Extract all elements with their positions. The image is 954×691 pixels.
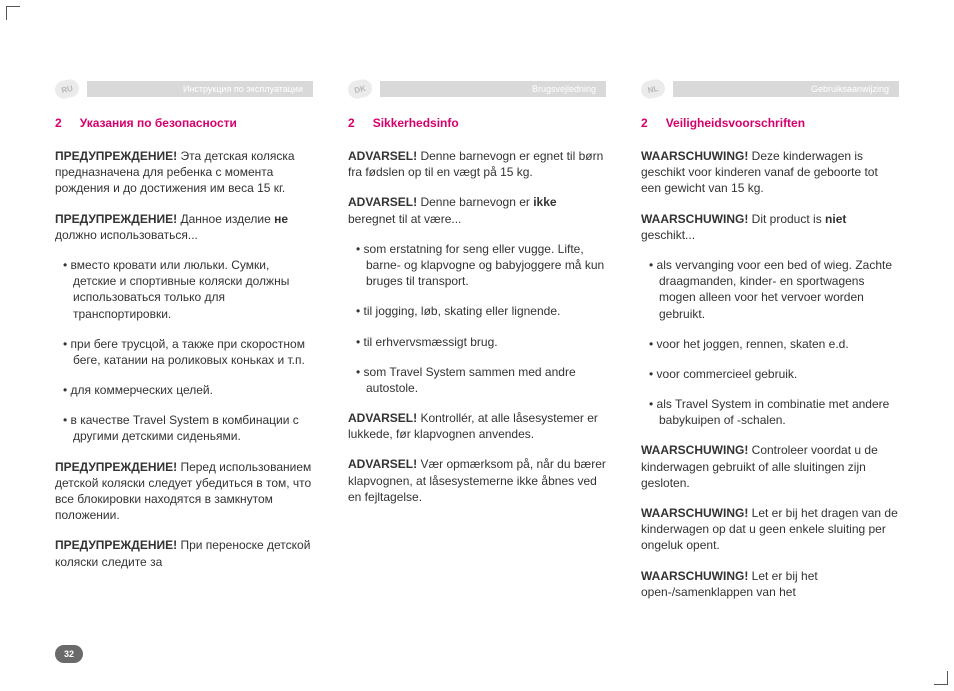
lang-title: Инструкция по эксплуатации bbox=[183, 84, 303, 94]
paragraph-text: Данное изделие bbox=[177, 212, 274, 226]
warning-label: WAARSCHUWING! bbox=[641, 149, 748, 163]
lang-badge: NL bbox=[639, 78, 666, 101]
lang-bar: Инструкция по эксплуатации bbox=[87, 81, 313, 97]
section-title: 2 Veiligheidsvoorschriften bbox=[641, 116, 899, 130]
lang-header: DK Brugsvejledning bbox=[348, 80, 606, 98]
bullet-item: som erstatning for seng eller vugge. Lif… bbox=[348, 241, 606, 290]
lang-bar: Brugsvejledning bbox=[380, 81, 606, 97]
warning-label: ADVARSEL! bbox=[348, 411, 417, 425]
bullet-item: voor het joggen, rennen, skaten e.d. bbox=[641, 336, 899, 352]
warning-paragraph: WAARSCHUWING! Let er bij het open-/samen… bbox=[641, 568, 899, 600]
warning-label: WAARSCHUWING! bbox=[641, 569, 748, 583]
paragraph-text: Dit product is bbox=[748, 212, 825, 226]
bullet-item: til erhvervsmæssigt brug. bbox=[348, 334, 606, 350]
warning-paragraph: ADVARSEL! Kontrollér, at alle låsesystem… bbox=[348, 410, 606, 442]
warning-paragraph: WAARSCHUWING! Deze kinderwagen is geschi… bbox=[641, 148, 899, 197]
bullet-item: вместо кровати или люльки. Сумки, детски… bbox=[55, 257, 313, 322]
emphasis-text: не bbox=[274, 212, 288, 226]
bullet-item: als Travel System in combinatie met ande… bbox=[641, 396, 899, 428]
warning-label: WAARSCHUWING! bbox=[641, 212, 748, 226]
section-title-text: Veiligheidsvoorschriften bbox=[666, 116, 805, 130]
warning-paragraph: WAARSCHUWING! Controleer voordat u de ki… bbox=[641, 442, 899, 491]
warning-paragraph: ADVARSEL! Denne barnevogn er ikke beregn… bbox=[348, 194, 606, 226]
bullet-item: als vervanging voor een bed of wieg. Zac… bbox=[641, 257, 899, 322]
warning-paragraph: ПРЕДУПРЕЖДЕНИЕ! При переноске детской ко… bbox=[55, 537, 313, 569]
lang-badge: RU bbox=[53, 78, 80, 101]
warning-paragraph: WAARSCHUWING! Let er bij het dragen van … bbox=[641, 505, 899, 554]
warning-paragraph: WAARSCHUWING! Dit product is niet geschi… bbox=[641, 211, 899, 243]
lang-header: RU Инструкция по эксплуатации bbox=[55, 80, 313, 98]
section-number: 2 bbox=[55, 116, 62, 130]
warning-paragraph: ADVARSEL! Denne barnevogn er egnet til b… bbox=[348, 148, 606, 180]
warning-paragraph: ПРЕДУПРЕЖДЕНИЕ! Перед использованием дет… bbox=[55, 459, 313, 524]
warning-label: ADVARSEL! bbox=[348, 149, 417, 163]
section-title-text: Sikkerhedsinfo bbox=[373, 116, 459, 130]
page-content: RU Инструкция по эксплуатации 2 Указания по… bbox=[0, 0, 954, 644]
warning-paragraph: ADVARSEL! Vær opmærksom på, når du bærer… bbox=[348, 456, 606, 505]
section-title-text: Указания по безопасности bbox=[80, 116, 237, 130]
paragraph-tail: должно использоваться... bbox=[55, 228, 198, 242]
warning-label: ПРЕДУПРЕЖДЕНИЕ! bbox=[55, 538, 177, 552]
paragraph-text: Denne barnevogn er bbox=[417, 195, 533, 209]
lang-badge: DK bbox=[346, 78, 373, 101]
bullet-item: til jogging, løb, skating eller lignende… bbox=[348, 303, 606, 319]
warning-label: ПРЕДУПРЕЖДЕНИЕ! bbox=[55, 149, 177, 163]
bullet-item: voor commercieel gebruik. bbox=[641, 366, 899, 382]
paragraph-tail: beregnet til at være... bbox=[348, 212, 461, 226]
lang-title: Gebruiksaanwijzing bbox=[811, 84, 889, 94]
bullet-item: при беге трусцой, а также при скоростном… bbox=[55, 336, 313, 368]
column-ru: RU Инструкция по эксплуатации 2 Указания по… bbox=[55, 80, 313, 614]
emphasis-text: ikke bbox=[533, 195, 556, 209]
crop-mark-bottom-right bbox=[934, 671, 948, 685]
column-dk: DK Brugsvejledning 2 Sikkerhedsinfo ADVARSEL… bbox=[348, 80, 606, 614]
column-nl: NL Gebruiksaanwijzing 2 Veiligheidsvoorschr… bbox=[641, 80, 899, 614]
bullet-item: для коммерческих целей. bbox=[55, 382, 313, 398]
warning-label: WAARSCHUWING! bbox=[641, 506, 748, 520]
page-number: 32 bbox=[64, 649, 74, 659]
section-title: 2 Sikkerhedsinfo bbox=[348, 116, 606, 130]
lang-bar: Gebruiksaanwijzing bbox=[673, 81, 899, 97]
page-number-badge: 32 bbox=[55, 645, 83, 663]
emphasis-text: niet bbox=[825, 212, 846, 226]
bullet-item: в качестве Travel System в комбинации с … bbox=[55, 412, 313, 444]
warning-label: ПРЕДУПРЕЖДЕНИЕ! bbox=[55, 460, 177, 474]
paragraph-tail: geschikt... bbox=[641, 228, 695, 242]
section-title: 2 Указания по безопасности bbox=[55, 116, 313, 130]
section-number: 2 bbox=[641, 116, 648, 130]
warning-label: ADVARSEL! bbox=[348, 457, 417, 471]
lang-title: Brugsvejledning bbox=[532, 84, 596, 94]
warning-label: WAARSCHUWING! bbox=[641, 443, 748, 457]
crop-mark-top-left bbox=[6, 6, 20, 20]
warning-label: ADVARSEL! bbox=[348, 195, 417, 209]
bullet-item: som Travel System sammen med andre autos… bbox=[348, 364, 606, 396]
section-number: 2 bbox=[348, 116, 355, 130]
warning-paragraph: ПРЕДУПРЕЖДЕНИЕ! Данное изделие не должно… bbox=[55, 211, 313, 243]
warning-paragraph: ПРЕДУПРЕЖДЕНИЕ! Эта детская коляска пред… bbox=[55, 148, 313, 197]
lang-header: NL Gebruiksaanwijzing bbox=[641, 80, 899, 98]
warning-label: ПРЕДУПРЕЖДЕНИЕ! bbox=[55, 212, 177, 226]
